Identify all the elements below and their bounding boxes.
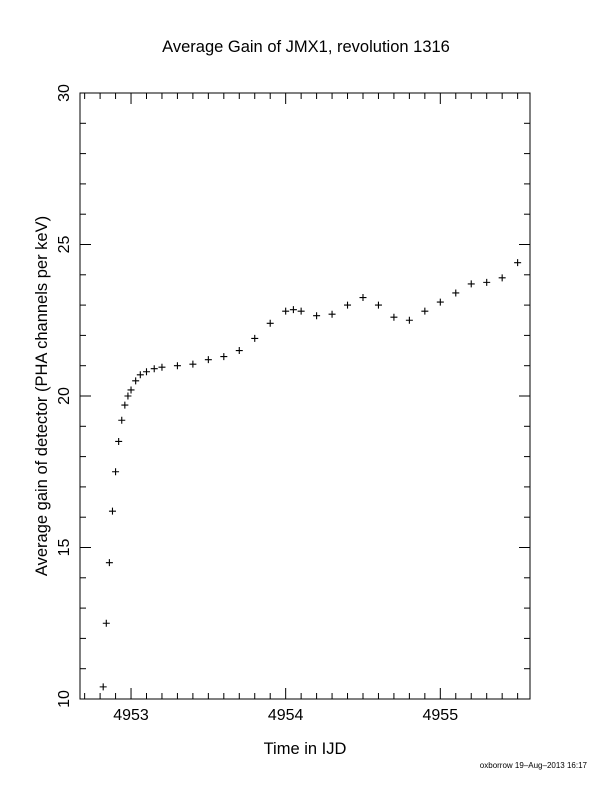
data-point [118, 416, 126, 424]
y-tick-label: 20 [56, 387, 73, 405]
data-point [344, 301, 352, 309]
chart-title: Average Gain of JMX1, revolution 1316 [162, 38, 450, 56]
data-point [421, 307, 429, 315]
data-point [235, 347, 243, 355]
data-point [136, 371, 144, 379]
data-point [220, 353, 228, 361]
data-point [297, 307, 305, 315]
data-point [359, 294, 367, 302]
data-point [328, 310, 336, 318]
plot-frame [79, 92, 531, 700]
data-point [189, 360, 197, 368]
x-tick-labels: 4953 4954 4955 [113, 707, 458, 724]
axis-ticks [80, 92, 530, 700]
x-tick-label: 4953 [113, 707, 149, 724]
data-point [173, 362, 181, 370]
data-point [102, 619, 110, 627]
data-point [108, 507, 116, 515]
data-point [374, 301, 382, 309]
data-point [498, 274, 506, 282]
y-tick-label: 25 [56, 236, 73, 254]
data-point [282, 307, 290, 315]
data-points [99, 259, 522, 691]
y-tick-label: 30 [56, 84, 73, 102]
data-point [251, 334, 259, 342]
data-point [514, 259, 522, 267]
data-point [150, 365, 158, 373]
data-point [313, 312, 321, 320]
data-point [204, 356, 212, 364]
y-tick-label: 15 [56, 539, 73, 557]
data-point [112, 468, 120, 476]
data-point [405, 316, 413, 324]
data-point [127, 386, 135, 394]
data-point [121, 401, 129, 409]
data-point [132, 377, 140, 385]
data-point [436, 298, 444, 306]
footer-credit: oxborrow 19–Aug–2013 16:17 [480, 761, 588, 770]
y-axis-label: Average gain of detector (PHA channels p… [33, 216, 51, 576]
data-point [289, 306, 297, 314]
data-point [142, 368, 150, 376]
y-tick-labels: 10 15 20 25 30 [56, 84, 73, 708]
data-point [124, 392, 132, 400]
data-point [452, 289, 460, 297]
data-point [483, 278, 491, 286]
data-point [99, 683, 107, 691]
data-point [467, 280, 475, 288]
x-axis-label: Time in IJD [264, 740, 347, 758]
x-tick-label: 4955 [423, 707, 459, 724]
data-point [266, 319, 274, 327]
x-tick-label: 4954 [268, 707, 304, 724]
data-point [158, 363, 166, 371]
data-point [390, 313, 398, 321]
data-point [105, 559, 113, 567]
y-tick-label: 10 [56, 690, 73, 708]
data-point [115, 437, 123, 445]
